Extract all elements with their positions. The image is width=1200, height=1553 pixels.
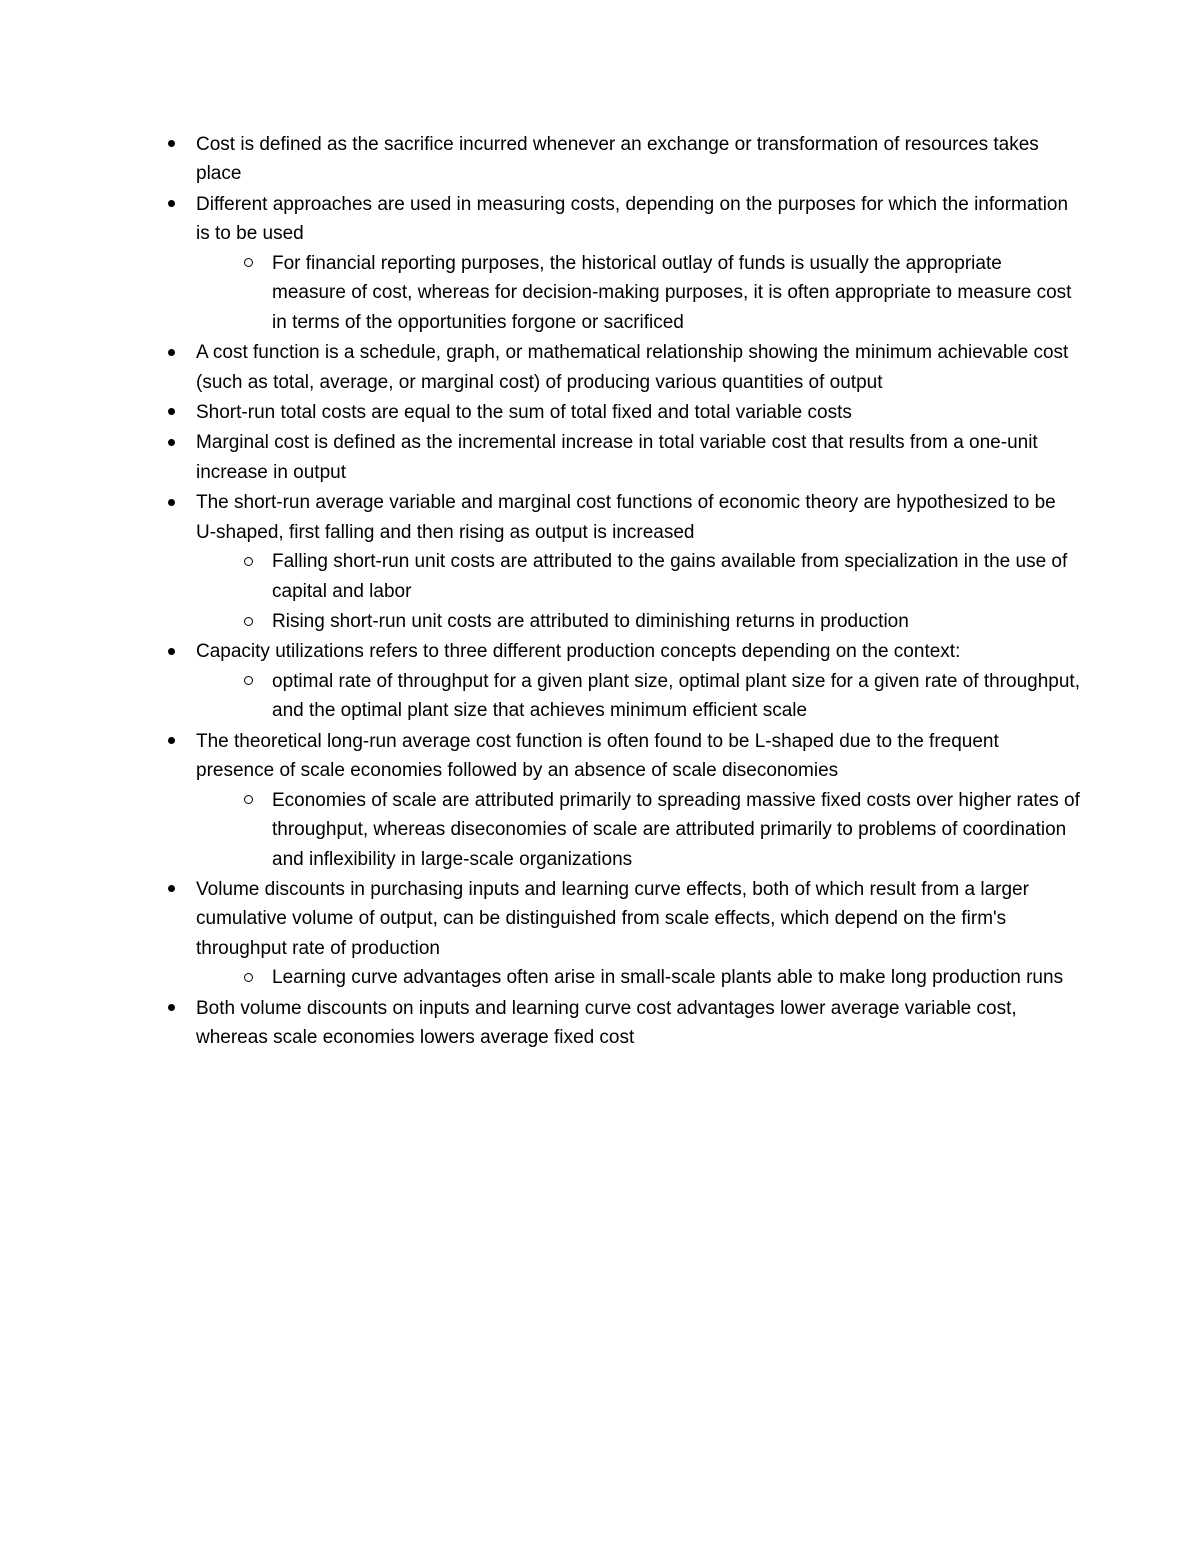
list-item-text: Economies of scale are attributed primar… — [272, 790, 1080, 870]
list-item-text: Capacity utilizations refers to three di… — [196, 641, 960, 662]
list-item: The short-run average variable and margi… — [168, 488, 1080, 636]
list-item: A cost function is a schedule, graph, or… — [168, 338, 1080, 397]
list-item-text: Learning curve advantages often arise in… — [272, 967, 1063, 988]
list-item: Short-run total costs are equal to the s… — [168, 398, 1080, 427]
list-item: Both volume discounts on inputs and lear… — [168, 994, 1080, 1053]
bullet-list-level-2: For financial reporting purposes, the hi… — [196, 249, 1080, 337]
list-item: optimal rate of throughput for a given p… — [244, 667, 1080, 726]
list-item-text: Both volume discounts on inputs and lear… — [196, 998, 1017, 1048]
list-item-text: Falling short-run unit costs are attribu… — [272, 551, 1067, 601]
list-item: Economies of scale are attributed primar… — [244, 786, 1080, 874]
list-item: Different approaches are used in measuri… — [168, 190, 1080, 337]
list-item-text: A cost function is a schedule, graph, or… — [196, 342, 1068, 392]
bullet-list-level-2: Economies of scale are attributed primar… — [196, 786, 1080, 874]
list-item: Volume discounts in purchasing inputs an… — [168, 875, 1080, 993]
list-item-text: For financial reporting purposes, the hi… — [272, 253, 1071, 333]
list-item: Capacity utilizations refers to three di… — [168, 637, 1080, 725]
list-item: Marginal cost is defined as the incremen… — [168, 428, 1080, 487]
list-item: For financial reporting purposes, the hi… — [244, 249, 1080, 337]
list-item: Cost is defined as the sacrifice incurre… — [168, 130, 1080, 189]
list-item: Falling short-run unit costs are attribu… — [244, 547, 1080, 606]
list-item: Learning curve advantages often arise in… — [244, 963, 1080, 992]
list-item-text: optimal rate of throughput for a given p… — [272, 671, 1080, 721]
list-item-text: Rising short-run unit costs are attribut… — [272, 611, 909, 632]
list-item: Rising short-run unit costs are attribut… — [244, 607, 1080, 636]
list-item-text: The short-run average variable and margi… — [196, 492, 1056, 542]
list-item-text: Short-run total costs are equal to the s… — [196, 402, 852, 423]
list-item-text: Volume discounts in purchasing inputs an… — [196, 879, 1029, 959]
list-item-text: Cost is defined as the sacrifice incurre… — [196, 134, 1039, 184]
list-item: The theoretical long-run average cost fu… — [168, 727, 1080, 874]
bullet-list-level-2: Falling short-run unit costs are attribu… — [196, 547, 1080, 636]
bullet-list-level-1: Cost is defined as the sacrifice incurre… — [120, 130, 1080, 1053]
list-item-text: Different approaches are used in measuri… — [196, 194, 1068, 244]
bullet-list-level-2: Learning curve advantages often arise in… — [196, 963, 1080, 992]
list-item-text: Marginal cost is defined as the incremen… — [196, 432, 1038, 482]
list-item-text: The theoretical long-run average cost fu… — [196, 731, 999, 781]
bullet-list-level-2: optimal rate of throughput for a given p… — [196, 667, 1080, 726]
